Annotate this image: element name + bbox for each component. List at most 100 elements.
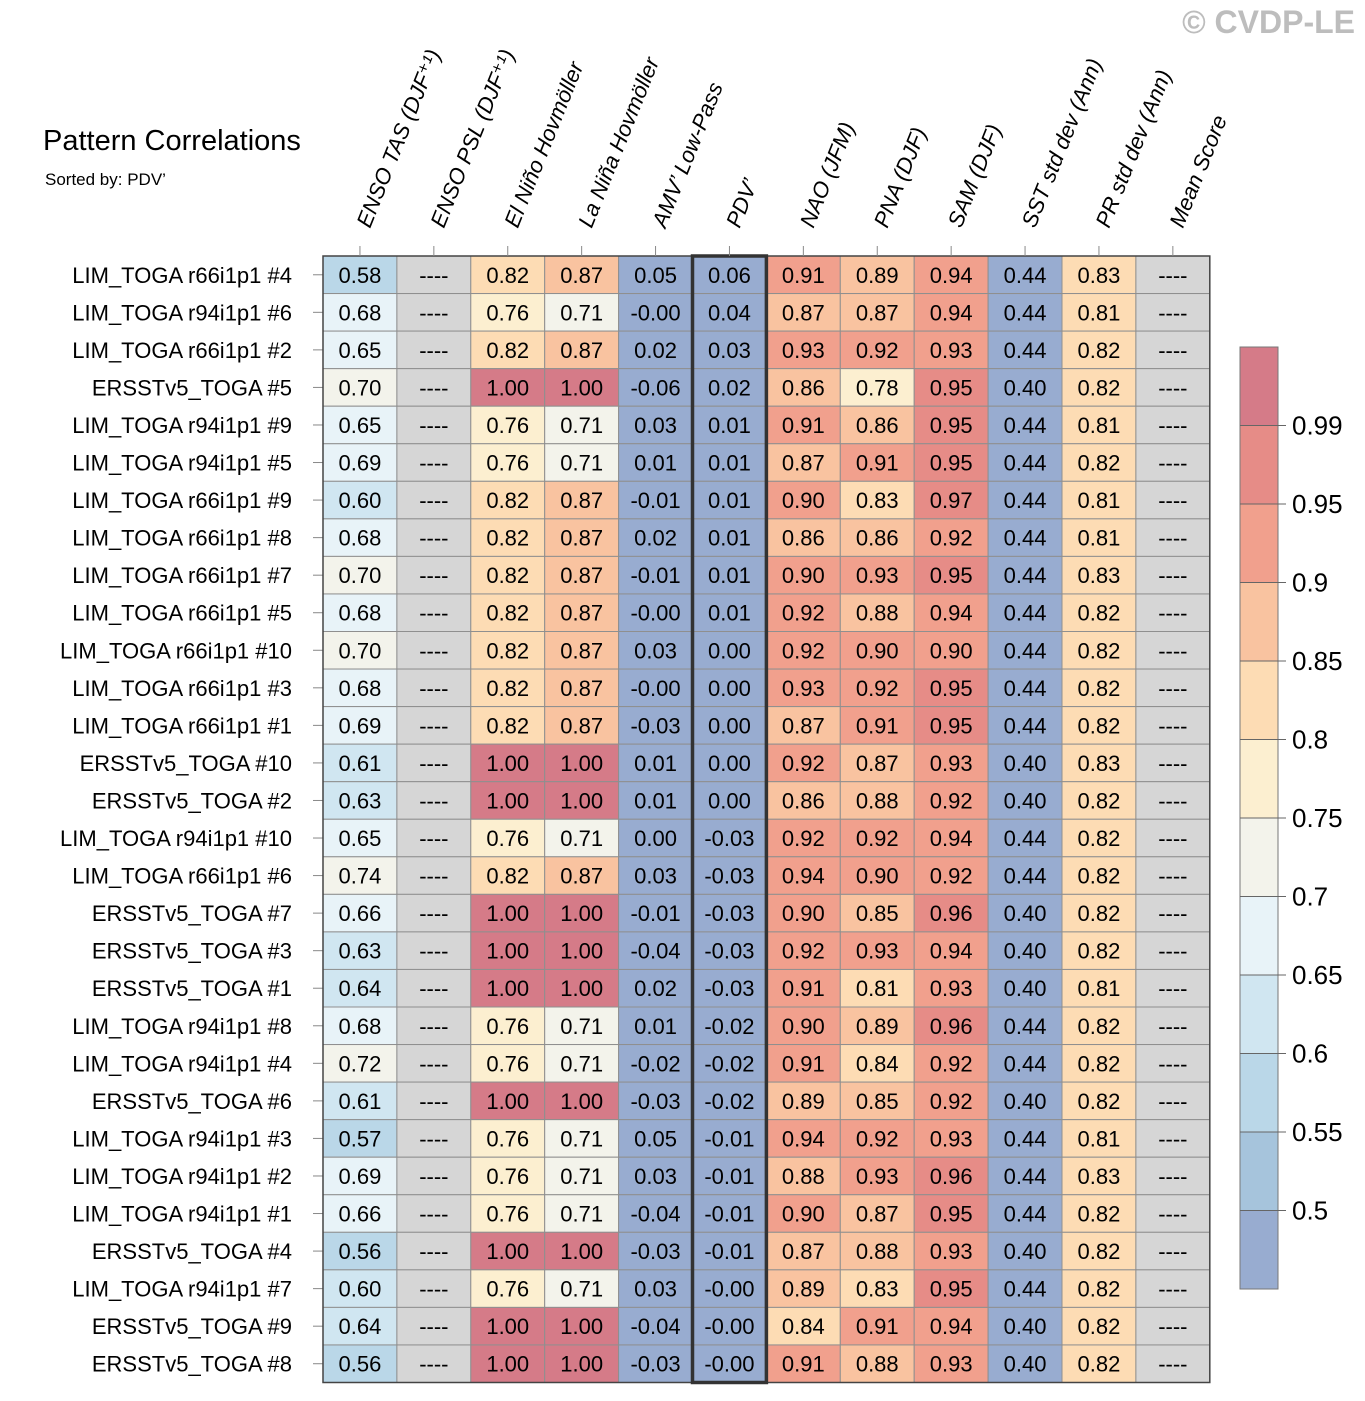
heatmap-cell: [544, 931, 620, 970]
cell-value: 0.87: [560, 713, 603, 738]
heatmap-cell: [470, 593, 546, 633]
heatmap-cell: [839, 293, 915, 332]
cell-value: 0.76: [486, 1202, 529, 1227]
cell-value: 0.44: [1004, 1126, 1047, 1151]
cell-value: 0.87: [560, 526, 603, 551]
cell-value: -0.02: [704, 1051, 754, 1076]
heatmap-cell: [765, 330, 841, 370]
heatmap-cell: [692, 1044, 767, 1083]
cell-value: 0.88: [856, 1352, 899, 1377]
heatmap-cell: [839, 668, 915, 708]
cell-value: 0.96: [930, 1164, 973, 1189]
heatmap-cell: [470, 631, 546, 670]
cell-value: -0.02: [630, 1051, 680, 1076]
cell-value: 0.91: [782, 413, 825, 438]
cell-value: 0.85: [856, 1089, 899, 1114]
cell-value: 0.87: [560, 488, 603, 513]
cell-value: 0.82: [1078, 601, 1121, 626]
heatmap-cell: [839, 743, 915, 783]
row-label: ERSSTv5_TOGA #8: [92, 1352, 292, 1377]
row-label: ERSSTv5_TOGA #1: [92, 976, 292, 1001]
heatmap-cell: [396, 480, 472, 520]
cell-value: -0.03: [630, 713, 680, 738]
row-label: ERSSTv5_TOGA #7: [92, 901, 292, 926]
cell-value: 0.01: [708, 488, 751, 513]
cell-value: ----: [1158, 451, 1187, 476]
heatmap-cell: [765, 293, 841, 332]
cell-value: 0.87: [782, 713, 825, 738]
cell-value: 0.82: [486, 638, 529, 663]
heatmap-cell: [618, 968, 693, 1008]
heatmap-cell: [396, 255, 472, 295]
cell-value: ----: [1158, 976, 1187, 1001]
cell-value: 0.83: [1078, 563, 1121, 588]
heatmap-cell: [839, 405, 915, 445]
heatmap-cell: [692, 1119, 767, 1158]
colorbar-tick-label: 0.65: [1292, 960, 1343, 990]
cell-value: 0.82: [1078, 1014, 1121, 1039]
cell-value: 0.44: [1004, 1164, 1047, 1189]
cell-value: 0.00: [634, 826, 677, 851]
cell-value: 0.82: [1078, 1089, 1121, 1114]
heatmap-cell: [1135, 1344, 1211, 1383]
cell-value: 0.87: [560, 638, 603, 663]
colorbar-tick-label: 0.7: [1292, 882, 1328, 912]
cell-value: 1.00: [486, 939, 529, 964]
cell-value: 0.81: [1078, 526, 1121, 551]
heatmap-cell: [322, 1344, 398, 1383]
cell-value: 0.82: [486, 713, 529, 738]
heatmap-cell: [396, 706, 472, 745]
heatmap-cell: [396, 555, 472, 595]
heatmap-cell: [322, 1194, 398, 1233]
cell-value: ----: [1158, 788, 1187, 813]
cell-value: 0.44: [1004, 338, 1047, 363]
heatmap-cell: [987, 330, 1063, 370]
cell-value: 0.87: [856, 300, 899, 325]
cell-value: 0.44: [1004, 300, 1047, 325]
cell-value: ----: [1158, 375, 1187, 400]
cell-value: ----: [419, 1239, 448, 1264]
cell-value: 0.95: [930, 1202, 973, 1227]
heatmap-cell: [322, 856, 398, 895]
cell-value: 0.82: [486, 526, 529, 551]
cell-value: 0.66: [339, 1202, 382, 1227]
cell-value: 0.40: [1004, 788, 1047, 813]
cell-value: 0.83: [1078, 751, 1121, 776]
cell-value: 0.93: [782, 338, 825, 363]
heatmap-cell: [692, 293, 767, 332]
heatmap-cell: [692, 631, 767, 670]
heatmap-cell: [765, 1344, 841, 1383]
cell-value: ----: [419, 676, 448, 701]
cell-value: ----: [1158, 338, 1187, 363]
cell-value: 0.40: [1004, 901, 1047, 926]
cell-value: 0.44: [1004, 638, 1047, 663]
cell-value: 0.82: [1078, 451, 1121, 476]
cell-value: -0.00: [630, 676, 680, 701]
heatmap-cell: [987, 668, 1063, 708]
row-label: LIM_TOGA r94i1p1 #5: [72, 451, 292, 476]
cell-value: 0.00: [708, 676, 751, 701]
heatmap-cell: [765, 931, 841, 970]
cell-value: 0.71: [560, 1014, 603, 1039]
colorbar-segment: [1240, 739, 1278, 818]
cell-value: ----: [1158, 676, 1187, 701]
cell-value: 0.74: [339, 864, 382, 889]
heatmap-cell: [1135, 856, 1211, 895]
cell-value: 0.02: [708, 375, 751, 400]
cell-value: 0.71: [560, 826, 603, 851]
heatmap-cell: [470, 1269, 546, 1308]
cell-value: 1.00: [560, 788, 603, 813]
heatmap-cell: [987, 856, 1063, 895]
cell-value: 0.81: [1078, 300, 1121, 325]
heatmap-cell: [544, 1081, 620, 1121]
cell-value: 0.44: [1004, 1277, 1047, 1302]
cell-value: 0.87: [560, 263, 603, 288]
heatmap-cell: [839, 518, 915, 557]
cell-value: 0.65: [339, 338, 382, 363]
heatmap-cell: [544, 631, 620, 670]
column-header: ENSO TAS (DJF⁺¹): [351, 46, 445, 231]
cell-value: -0.02: [704, 1014, 754, 1039]
row-label: LIM_TOGA r66i1p1 #2: [72, 338, 292, 363]
heatmap-cell: [396, 1231, 472, 1271]
cell-value: 0.71: [560, 451, 603, 476]
